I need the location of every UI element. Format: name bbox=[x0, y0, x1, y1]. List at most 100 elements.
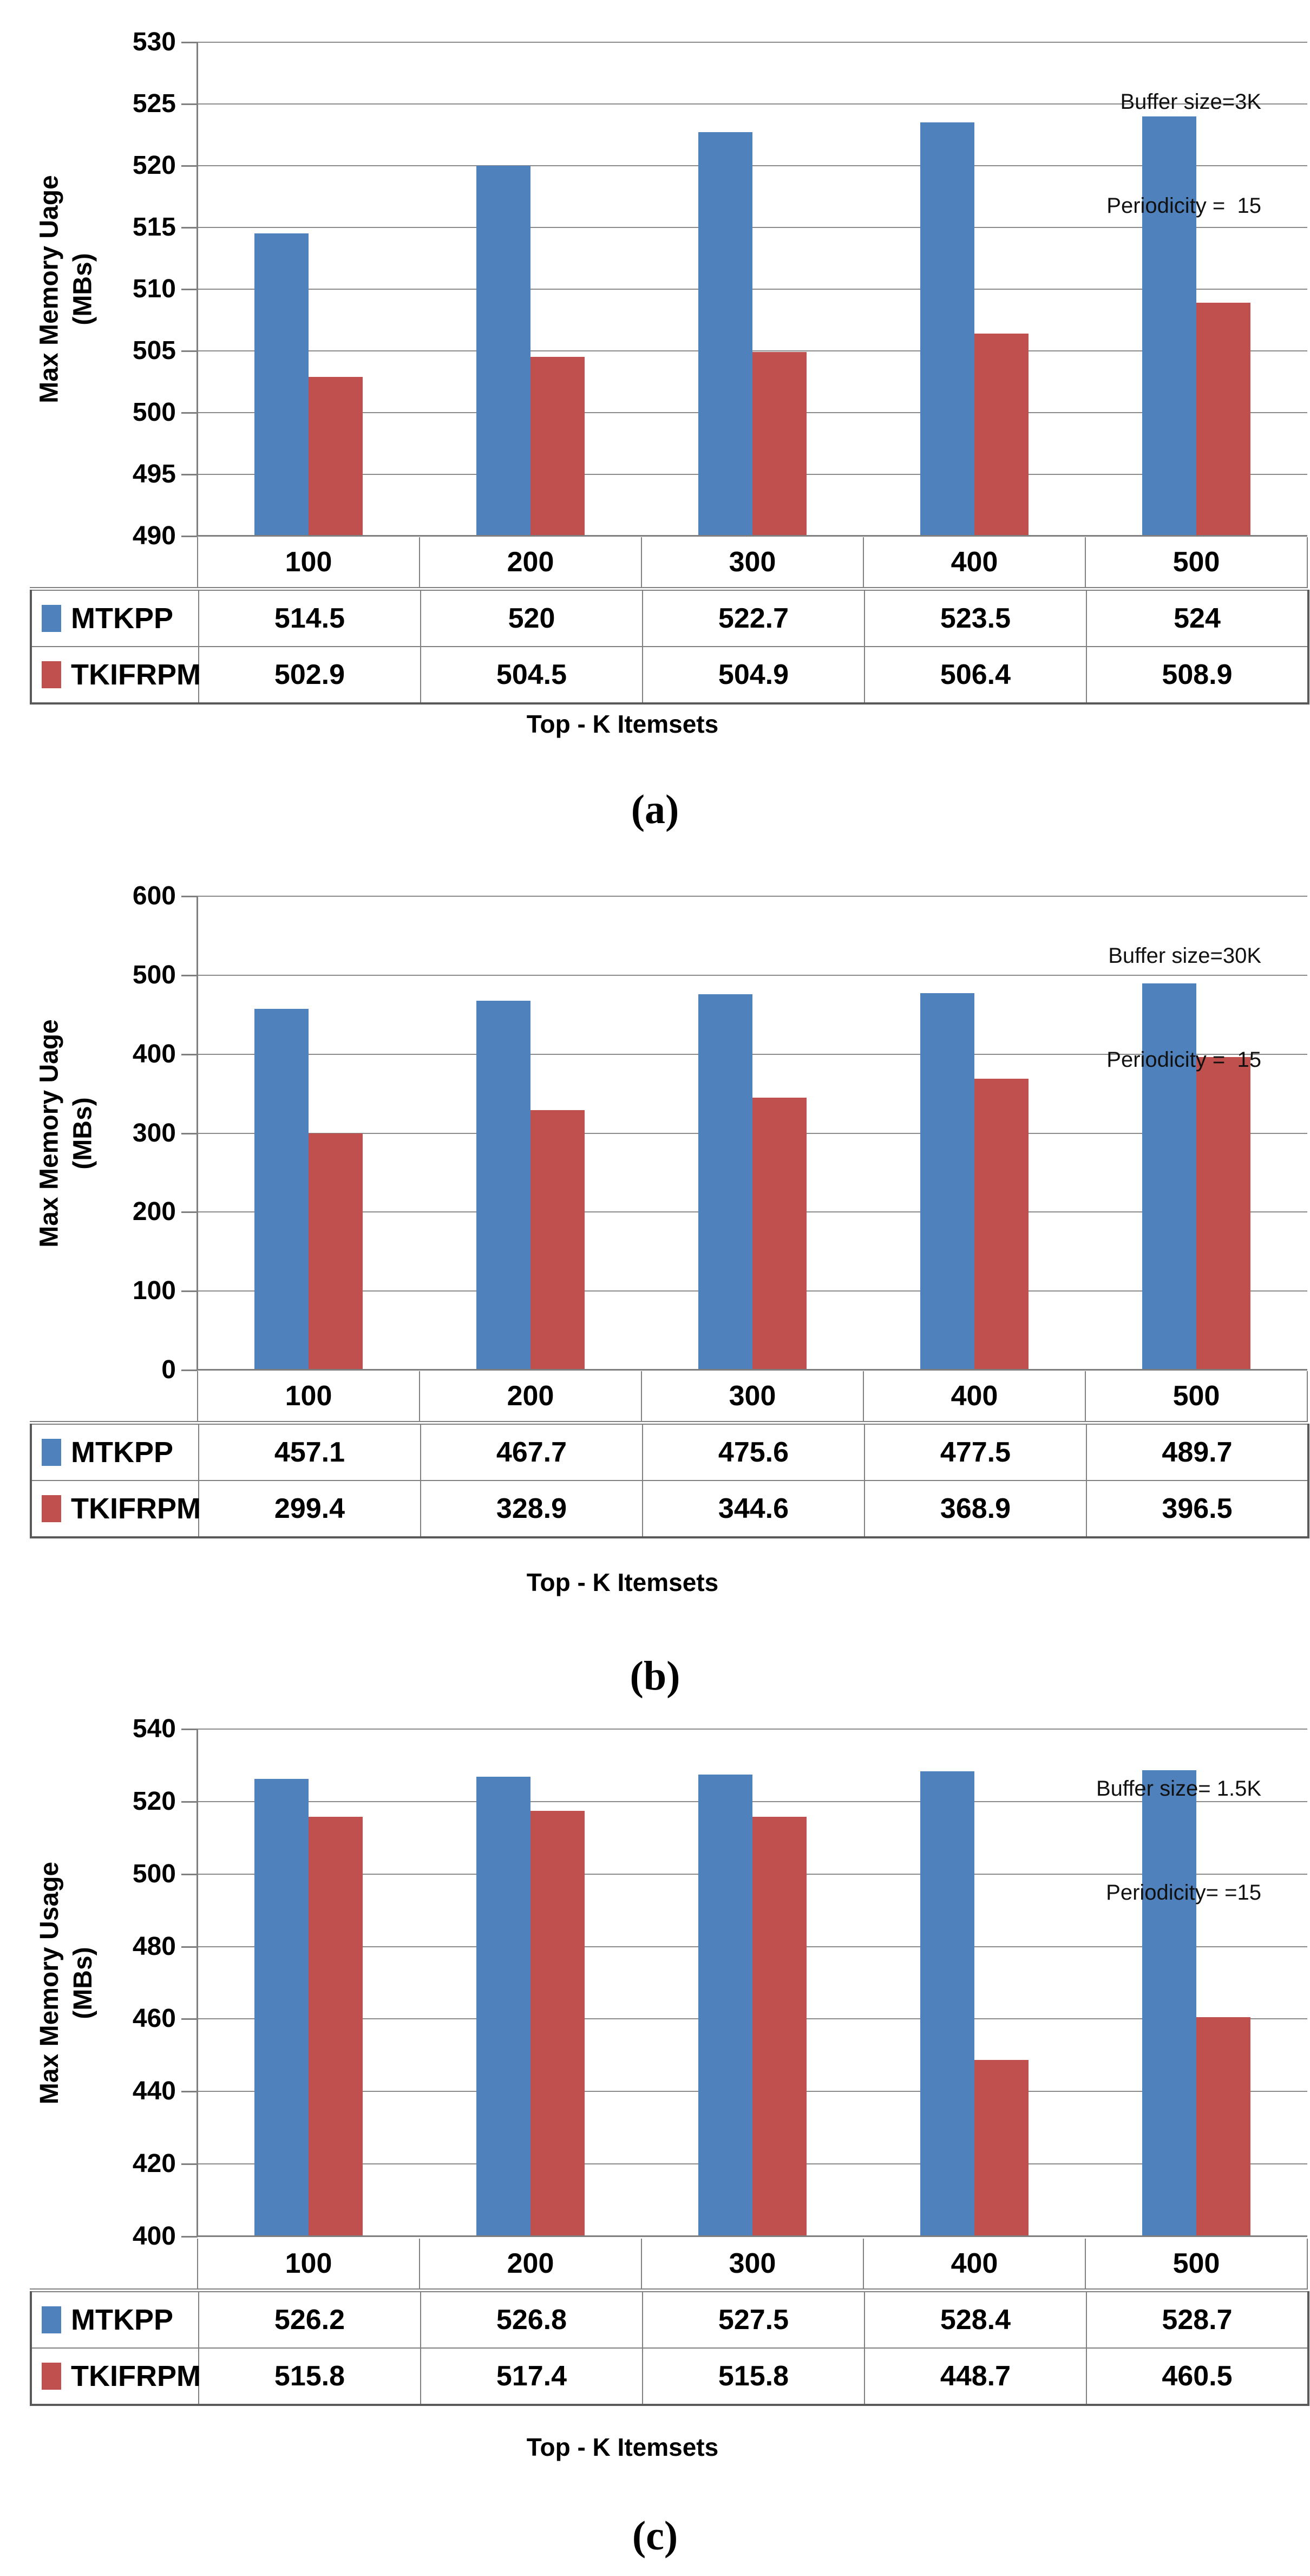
table-corner-cell bbox=[30, 2239, 198, 2290]
table-row-tkifrpm: TKIFRPM 299.4 328.9 344.6 368.9 396.5 bbox=[30, 1480, 1309, 1538]
value-cell: 527.5 bbox=[642, 2291, 865, 2349]
gridline bbox=[198, 289, 1307, 290]
bar-tkifrpm bbox=[309, 1133, 363, 1370]
y-axis-title-text: Max Memory Usage (MBs) bbox=[33, 1861, 100, 2104]
bar-tkifrpm bbox=[309, 376, 363, 536]
series-value-rows: MTKPP 457.1 467.7 475.6 477.5 489.7 TKIFRPM 299… bbox=[30, 1424, 1309, 1538]
y-tick-label: 500 bbox=[132, 1859, 176, 1888]
plot-area: Buffer size=3K Periodicity = 15 490 495 50… bbox=[133, 28, 1307, 550]
y-tick-label: 520 bbox=[132, 1786, 176, 1816]
bar-mtkpp bbox=[254, 233, 309, 536]
value-cell: 502.9 bbox=[198, 646, 421, 705]
chart-a: Max Memory Uage (MBs) Buffer size=3K Per… bbox=[0, 0, 1310, 861]
bar-mtkpp bbox=[920, 993, 974, 1370]
gridline bbox=[198, 1801, 1307, 1802]
series-name: MTKPP bbox=[71, 2304, 173, 2336]
y-axis-line bbox=[196, 42, 198, 536]
x-axis-title: Top - K Itemsets bbox=[526, 2433, 719, 2461]
y-tick-mark bbox=[181, 1369, 198, 1371]
legend-swatch-mtkpp-icon bbox=[42, 605, 61, 632]
bar-tkifrpm bbox=[1196, 303, 1250, 536]
category-header: 200 bbox=[419, 537, 642, 588]
y-tick-mark bbox=[181, 350, 198, 352]
y-tick-mark bbox=[181, 165, 198, 167]
plot-area: Buffer size= 1.5K Periodicity= =15 400 42… bbox=[133, 1714, 1307, 2251]
bar-tkifrpm bbox=[530, 1811, 585, 2236]
y-tick-mark bbox=[181, 1801, 198, 1803]
y-tick-label: 480 bbox=[132, 1932, 176, 1961]
chart-b: Max Memory Uage (MBs) Buffer size=30K Pe… bbox=[0, 861, 1310, 1711]
legend-swatch-tkifrpm-icon bbox=[42, 1495, 61, 1522]
y-axis-title-line1: Max Memory Usage bbox=[35, 1861, 64, 2104]
value-cell: 515.8 bbox=[198, 2347, 421, 2406]
category-header: 100 bbox=[197, 537, 420, 588]
y-tick-label: 300 bbox=[132, 1118, 176, 1147]
category-header: 400 bbox=[863, 1371, 1086, 1422]
table-row-tkifrpm: TKIFRPM 502.9 504.5 504.9 506.4 508.9 bbox=[30, 646, 1309, 705]
series-value-rows: MTKPP 526.2 526.8 527.5 528.4 528.7 TKIFRPM 515… bbox=[30, 2291, 1309, 2406]
y-tick-label: 525 bbox=[132, 89, 176, 118]
chart-c: Max Memory Usage (MBs) Buffer size= 1.5K… bbox=[0, 1711, 1310, 2576]
category-header: 500 bbox=[1085, 537, 1308, 588]
annotation: Buffer size= 1.5K Periodicity= =15 bbox=[1096, 1702, 1261, 1979]
y-tick-mark bbox=[181, 227, 198, 229]
value-cell: 504.5 bbox=[420, 646, 643, 705]
x-axis-line bbox=[198, 1369, 1307, 1371]
category-header-row: 100 200 300 400 500 bbox=[30, 537, 1308, 588]
y-tick-mark bbox=[181, 1873, 198, 1875]
x-axis-line bbox=[198, 535, 1307, 537]
annotation-line2: Periodicity = 15 bbox=[1106, 1048, 1261, 1072]
bar-tkifrpm bbox=[752, 1816, 807, 2236]
gridline bbox=[198, 350, 1307, 351]
value-cell: 526.2 bbox=[198, 2291, 421, 2349]
gridline bbox=[198, 974, 1307, 976]
series-legend-cell: MTKPP bbox=[32, 2303, 198, 2337]
value-cell: 524 bbox=[1086, 590, 1309, 647]
series-name: MTKPP bbox=[71, 602, 173, 635]
y-tick-label: 540 bbox=[132, 1714, 176, 1743]
category-header: 200 bbox=[419, 2239, 642, 2290]
bar-tkifrpm bbox=[752, 352, 807, 536]
bar-mtkpp bbox=[920, 122, 974, 536]
table-corner-cell bbox=[30, 537, 198, 588]
bar-mtkpp bbox=[1142, 1770, 1196, 2236]
y-tick-mark bbox=[181, 2163, 198, 2166]
y-tick-mark bbox=[181, 474, 198, 475]
y-tick-mark bbox=[181, 1211, 198, 1214]
category-header: 100 bbox=[197, 2239, 420, 2290]
y-tick-mark bbox=[181, 1132, 198, 1134]
data-table: 100 200 300 400 500 MTKPP 514.5 520 522.7 523.5 52… bbox=[30, 537, 1309, 705]
series-name: MTKPP bbox=[71, 1436, 173, 1469]
y-tick-mark bbox=[181, 896, 198, 897]
y-tick-label: 400 bbox=[132, 1039, 176, 1068]
y-tick-label: 200 bbox=[132, 1197, 176, 1227]
y-tick-mark bbox=[181, 1946, 198, 1948]
category-header: 500 bbox=[1085, 2239, 1308, 2290]
series-value-rows: MTKPP 514.5 520 522.7 523.5 524 TKIFRPM 502.9 50… bbox=[30, 590, 1309, 705]
y-tick-label: 515 bbox=[132, 213, 176, 242]
series-name: TKIFRPM bbox=[71, 1492, 201, 1525]
value-cell: 508.9 bbox=[1086, 646, 1309, 705]
category-header: 500 bbox=[1085, 1371, 1308, 1422]
y-tick-label: 420 bbox=[132, 2149, 176, 2179]
value-cell: 477.5 bbox=[864, 1424, 1087, 1481]
annotation-line1: Buffer size= 1.5K bbox=[1096, 1777, 1261, 1801]
category-header: 100 bbox=[197, 1371, 420, 1422]
table-corner-cell bbox=[30, 1371, 198, 1422]
value-cell: 475.6 bbox=[642, 1424, 865, 1481]
table-row-tkifrpm: TKIFRPM 515.8 517.4 515.8 448.7 460.5 bbox=[30, 2347, 1309, 2406]
series-legend-cell: TKIFRPM bbox=[32, 658, 201, 692]
series-name: TKIFRPM bbox=[71, 2360, 201, 2392]
value-cell: 344.6 bbox=[642, 1480, 865, 1538]
legend-swatch-mtkpp-icon bbox=[42, 2306, 61, 2333]
category-header: 300 bbox=[641, 2239, 864, 2290]
category-header: 400 bbox=[863, 537, 1086, 588]
y-tick-mark bbox=[181, 289, 198, 290]
bar-mtkpp bbox=[476, 1000, 530, 1370]
gridline bbox=[198, 1053, 1307, 1055]
annotation-line2: Periodicity = 15 bbox=[1106, 194, 1261, 218]
value-cell: 504.9 bbox=[642, 646, 865, 705]
gridline bbox=[198, 42, 1307, 43]
y-tick-label: 495 bbox=[132, 460, 176, 488]
gridline bbox=[198, 227, 1307, 228]
